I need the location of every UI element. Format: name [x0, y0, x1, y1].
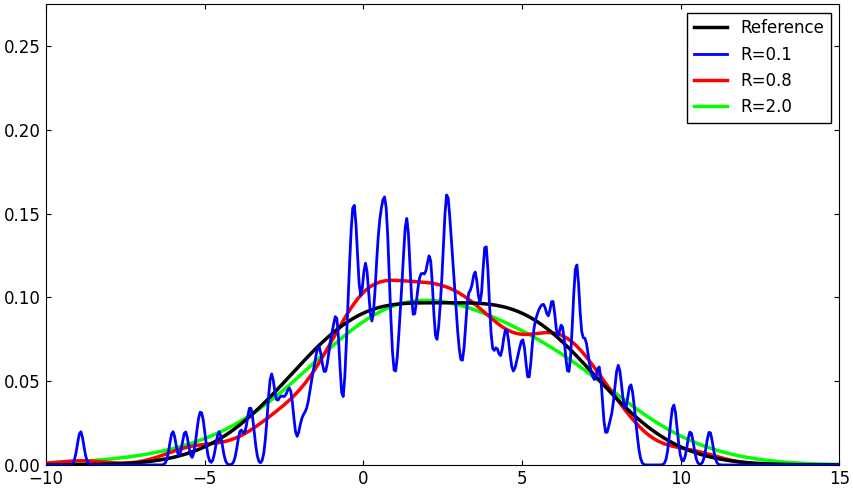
Line: Reference: Reference — [46, 303, 838, 465]
Reference — [41, 462, 51, 468]
R=0.1 — [471, 277, 481, 283]
R=0.8 — [514, 331, 525, 337]
R=0.8 — [419, 279, 429, 285]
R=0.1 — [417, 271, 427, 277]
R=2.0 — [41, 460, 51, 466]
R=0.8 — [815, 462, 826, 468]
R=2.0 — [421, 297, 431, 303]
Reference — [514, 309, 525, 315]
R=2.0 — [514, 327, 525, 333]
Line: R=0.8: R=0.8 — [46, 280, 838, 465]
Legend: Reference, R=0.1, R=0.8, R=2.0: Reference, R=0.1, R=0.8, R=2.0 — [687, 12, 830, 123]
R=0.1 — [692, 460, 702, 465]
R=2.0 — [815, 461, 826, 467]
Reference — [692, 451, 702, 457]
R=0.1 — [815, 462, 826, 468]
R=0.1 — [833, 462, 844, 468]
R=0.8 — [387, 277, 397, 283]
R=2.0 — [471, 308, 481, 313]
R=2.0 — [692, 441, 702, 447]
Line: R=2.0: R=2.0 — [46, 300, 838, 464]
R=0.8 — [833, 462, 844, 468]
R=0.1 — [422, 260, 432, 266]
R=0.1 — [41, 462, 51, 468]
R=0.1 — [827, 462, 837, 468]
R=0.8 — [41, 461, 51, 466]
R=0.8 — [692, 448, 702, 454]
Reference — [417, 300, 427, 306]
Reference — [815, 462, 826, 468]
Line: R=0.1: R=0.1 — [46, 195, 838, 465]
R=0.1 — [514, 345, 525, 351]
Reference — [833, 462, 844, 468]
Reference — [471, 300, 481, 306]
Reference — [422, 300, 432, 306]
Reference — [436, 300, 446, 306]
R=0.1 — [441, 192, 451, 198]
R=2.0 — [833, 461, 844, 467]
R=2.0 — [423, 297, 433, 303]
R=0.8 — [471, 303, 481, 308]
R=2.0 — [417, 297, 427, 303]
R=0.8 — [423, 280, 433, 286]
